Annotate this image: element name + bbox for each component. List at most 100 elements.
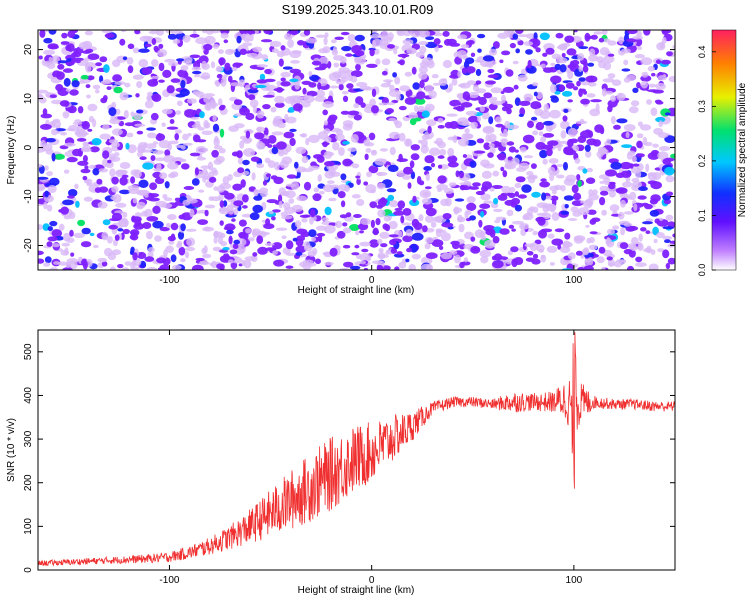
- heatmap-cell: [422, 191, 430, 197]
- heatmap-cell: [276, 50, 285, 58]
- heatmap-cell: [342, 90, 349, 95]
- heatmap-cell: [557, 244, 562, 250]
- heatmap-cell: [631, 181, 643, 188]
- heatmap-cell: [158, 62, 165, 72]
- heatmap-cell: [636, 30, 642, 38]
- heatmap-cell: [323, 128, 331, 134]
- heatmap-cell: [350, 134, 359, 143]
- heatmap-cell: [554, 228, 565, 233]
- heatmap-cell: [281, 235, 287, 239]
- heatmap-cell: [355, 175, 361, 179]
- heatmap-cell: [578, 77, 586, 82]
- heatmap-cell: [637, 195, 647, 200]
- heatmap-cell: [532, 130, 538, 136]
- heatmap-cell: [560, 210, 570, 215]
- heatmap-cell: [144, 143, 157, 150]
- heatmap-cell: [287, 39, 294, 48]
- heatmap-cell: [315, 225, 327, 231]
- heatmap-cell: [384, 224, 391, 232]
- heatmap-cell: [101, 261, 108, 267]
- heatmap-cell: [398, 132, 406, 142]
- heatmap-cell: [427, 125, 432, 134]
- heatmap-cell: [38, 89, 48, 94]
- heatmap-cell: [244, 33, 250, 40]
- heatmap-cell: [324, 206, 332, 216]
- heatmap-cell: [341, 45, 352, 52]
- heatmap-cell: [599, 180, 605, 184]
- heatmap-cell: [378, 248, 384, 253]
- heatmap-cell: [567, 70, 574, 80]
- heatmap-cell: [623, 211, 634, 215]
- heatmap-cell: [147, 132, 157, 139]
- heatmap-cell: [477, 48, 482, 53]
- heatmap-cell: [109, 168, 116, 177]
- heatmap-cell: [437, 155, 445, 159]
- heatmap-cell: [139, 260, 147, 268]
- colorbar-label: Normalized spectral amplitude: [737, 82, 748, 217]
- heatmap-cell: [585, 198, 594, 206]
- heatmap-cell: [82, 175, 88, 181]
- heatmap-cell: [662, 226, 675, 230]
- heatmap-cell: [410, 30, 423, 38]
- heatmap-cell: [66, 43, 75, 52]
- heatmap-cell: [168, 240, 175, 245]
- heatmap-cell: [256, 163, 265, 169]
- heatmap-cell: [254, 132, 265, 140]
- heatmap-cell: [431, 239, 444, 248]
- heatmap-cell: [489, 48, 498, 56]
- heatmap-cell: [224, 192, 235, 200]
- heatmap-cell: [405, 89, 413, 98]
- heatmap-cell: [654, 218, 660, 224]
- heatmap-cell: [47, 236, 58, 242]
- heatmap-cell: [652, 143, 659, 148]
- heatmap-cell: [199, 259, 208, 265]
- heatmap-cell: [112, 194, 122, 203]
- heatmap-cell: [335, 133, 345, 141]
- heatmap-cell: [451, 78, 458, 86]
- heatmap-cell: [308, 71, 313, 77]
- heatmap-cell: [259, 187, 269, 194]
- heatmap-cell: [71, 51, 82, 58]
- heatmap-cell: [176, 58, 185, 62]
- heatmap-cell: [480, 211, 485, 218]
- heatmap-cell: [219, 104, 226, 109]
- heatmap-cell: [85, 84, 91, 89]
- heatmap-cell: [626, 38, 637, 43]
- heatmap-cell: [412, 82, 421, 90]
- heatmap-cell: [85, 64, 92, 73]
- heatmap-cell: [520, 223, 530, 230]
- heatmap-cell: [301, 217, 308, 223]
- heatmap-cell: [136, 109, 144, 114]
- heatmap-cell: [644, 141, 653, 147]
- heatmap-cell: [82, 50, 92, 54]
- heatmap-cell: [536, 202, 549, 209]
- heatmap-cell: [342, 222, 348, 227]
- heatmap-cell: [590, 34, 598, 40]
- heatmap-cell: [620, 199, 626, 208]
- heatmap-cell: [57, 63, 65, 70]
- heatmap-cell: [274, 161, 280, 171]
- heatmap-cell: [541, 192, 547, 201]
- heatmap-cell: [630, 100, 640, 107]
- heatmap-cell: [148, 247, 155, 253]
- heatmap-cell: [627, 265, 634, 270]
- heatmap-cell: [465, 110, 478, 116]
- heatmap-cell: [592, 189, 598, 196]
- heatmap-cell: [54, 128, 66, 132]
- heatmap-cell: [69, 89, 79, 96]
- heatmap-cell: [38, 163, 43, 168]
- heatmap-cell: [231, 66, 238, 72]
- heatmap-cell: [170, 254, 177, 263]
- heatmap-cell: [411, 253, 421, 260]
- heatmap-cell: [239, 107, 250, 116]
- heatmap-cell: [575, 250, 583, 256]
- heatmap-cell: [145, 43, 152, 48]
- heatmap-cell: [600, 190, 609, 196]
- heatmap-cell: [126, 57, 134, 65]
- heatmap-cell: [112, 74, 123, 82]
- heatmap-cell: [170, 222, 179, 231]
- heatmap-cell: [74, 130, 81, 136]
- heatmap-cell: [43, 49, 56, 56]
- heatmap-cell: [370, 33, 382, 39]
- y-tick-label: 500: [23, 343, 34, 360]
